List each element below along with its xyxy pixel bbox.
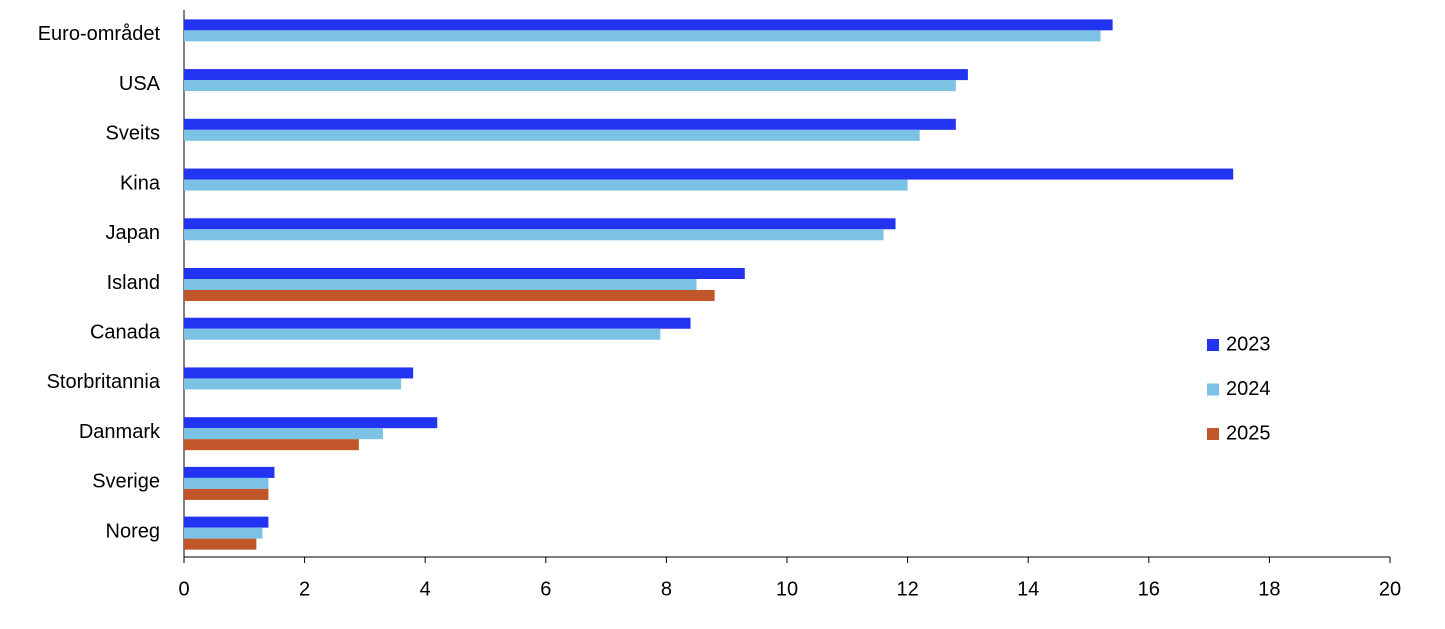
bar bbox=[184, 516, 269, 528]
bar bbox=[184, 378, 402, 390]
x-tick-label: 16 bbox=[1138, 578, 1160, 600]
bar bbox=[184, 466, 275, 478]
bar bbox=[184, 527, 263, 539]
x-tick-label: 12 bbox=[896, 578, 918, 600]
x-tick-label: 8 bbox=[661, 578, 672, 600]
bar bbox=[184, 30, 1101, 42]
x-tick-label: 4 bbox=[420, 578, 431, 600]
bar bbox=[184, 279, 697, 290]
bar bbox=[184, 367, 414, 379]
bar bbox=[184, 538, 257, 550]
y-tick-label: Japan bbox=[106, 222, 161, 244]
bar bbox=[184, 439, 359, 451]
legend-label: 2023 bbox=[1226, 333, 1271, 355]
bar bbox=[184, 268, 745, 279]
bar bbox=[184, 129, 920, 141]
x-tick-label: 18 bbox=[1258, 578, 1280, 600]
y-tick-label: Storbritannia bbox=[47, 371, 161, 393]
bar bbox=[184, 80, 956, 92]
legend-swatch bbox=[1207, 383, 1219, 396]
bar bbox=[184, 69, 968, 81]
x-tick-label: 20 bbox=[1379, 578, 1401, 600]
bar bbox=[184, 488, 269, 500]
y-tick-label: Danmark bbox=[79, 421, 161, 443]
y-tick-label: Sveits bbox=[106, 123, 160, 145]
bar bbox=[184, 229, 884, 241]
y-tick-label: Island bbox=[107, 272, 160, 294]
x-tick-label: 14 bbox=[1017, 578, 1039, 600]
bar bbox=[184, 218, 896, 230]
bar bbox=[184, 19, 1113, 31]
bar bbox=[184, 118, 956, 130]
bar bbox=[184, 428, 383, 440]
legend-swatch bbox=[1207, 339, 1219, 351]
bar bbox=[184, 168, 1234, 180]
bar bbox=[184, 328, 661, 340]
bar bbox=[184, 417, 438, 429]
x-tick-label: 0 bbox=[178, 578, 189, 600]
x-tick-label: 6 bbox=[540, 578, 551, 600]
x-tick-label: 2 bbox=[299, 578, 310, 600]
y-tick-label: Euro-området bbox=[38, 23, 161, 45]
bar bbox=[184, 179, 908, 191]
x-tick-label: 10 bbox=[776, 578, 798, 600]
legend-label: 2024 bbox=[1226, 378, 1271, 400]
bar bbox=[184, 477, 269, 489]
bar bbox=[184, 290, 715, 301]
legend-swatch bbox=[1207, 428, 1219, 440]
y-tick-label: Kina bbox=[120, 172, 161, 194]
legend-label: 2025 bbox=[1226, 422, 1271, 444]
y-tick-label: Sverige bbox=[92, 471, 160, 493]
y-tick-label: Canada bbox=[90, 322, 161, 344]
bar bbox=[184, 317, 691, 329]
y-tick-label: Noreg bbox=[106, 520, 160, 542]
y-tick-label: USA bbox=[119, 73, 161, 95]
